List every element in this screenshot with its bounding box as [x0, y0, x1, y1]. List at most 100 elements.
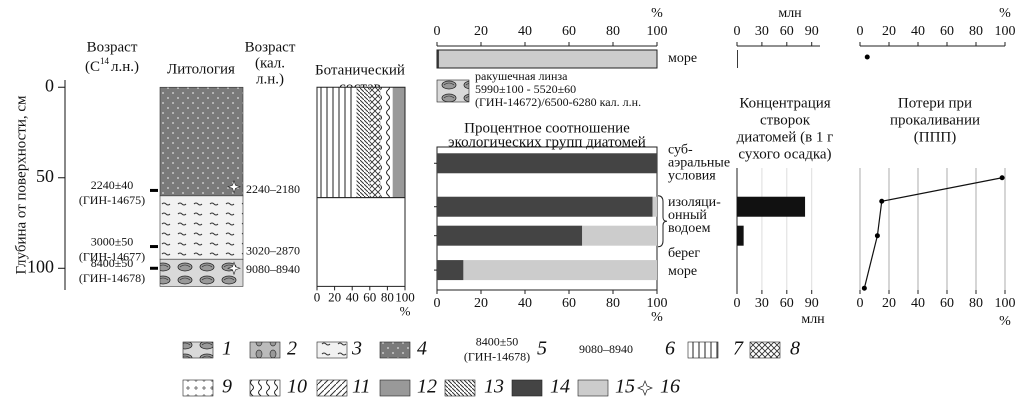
legend-sample: (ГИН-14678) [464, 349, 530, 363]
x-tick-label: 60 [780, 296, 794, 311]
conc-bar [737, 50, 738, 68]
x-tick-label: 30 [755, 24, 769, 39]
x-tick-label: 40 [911, 24, 925, 39]
x-tick-label: 20 [474, 24, 488, 39]
x-tick-label: 0 [857, 24, 864, 39]
x-tick-label: 80 [606, 296, 620, 311]
x-tick-label: 100 [647, 24, 668, 39]
side-label: условия [668, 168, 716, 183]
legend-swatch [183, 380, 213, 396]
x-tick-label: 60 [562, 296, 576, 311]
cal-age: 9080–8940 [246, 262, 300, 276]
c14-title: Возраст [87, 39, 138, 55]
legend-swatch [250, 342, 280, 358]
cal-age: 3020–2870 [246, 244, 300, 258]
unit-label: % [999, 314, 1011, 329]
x-tick-label: 60 [780, 24, 794, 39]
legend-number: 13 [484, 376, 504, 398]
inset-note: ракушечная линза [475, 69, 568, 83]
loi-title: прокаливании [890, 112, 980, 128]
x-tick-label: 20 [328, 289, 341, 304]
side-label: берег [668, 246, 700, 261]
inset-note: 5990±100 - 5520±60 [475, 82, 576, 96]
x-tick-label: 0 [857, 296, 864, 311]
botanical-segment [317, 87, 357, 197]
conc-title: диатомей (в 1 г [737, 129, 834, 145]
legend-number: 2 [287, 338, 297, 360]
x-tick-label: 40 [518, 24, 532, 39]
unit-label: % [400, 303, 411, 318]
unit-label: млн [801, 312, 825, 327]
y-tick-label: 100 [27, 256, 54, 276]
legend-number: 12 [417, 376, 437, 398]
diatom-bar [437, 260, 463, 280]
x-tick-label: 30 [755, 296, 769, 311]
loi-point [1000, 175, 1005, 180]
cal-title: Возраст [245, 39, 296, 55]
lithology-layer [160, 259, 243, 286]
x-tick-label: 60 [940, 296, 954, 311]
x-tick-label: 80 [381, 289, 394, 304]
cal-title: л.н.) [256, 71, 284, 87]
legend-number: 16 [660, 376, 680, 398]
legend-number: 6 [665, 338, 675, 360]
diatom-bar [439, 50, 657, 68]
depth-axis-label: Глубина от поверхности, см [13, 95, 29, 275]
x-tick-label: 20 [882, 24, 896, 39]
x-tick-label: 100 [995, 24, 1016, 39]
legend-swatch [380, 380, 410, 396]
botanical-segment [357, 87, 370, 197]
legend-swatch [380, 342, 410, 358]
legend-number: 11 [352, 376, 371, 398]
figure: Глубина от поверхности, см Возраст (С14л… [0, 0, 1021, 399]
legend-swatch [317, 342, 347, 358]
x-tick-label: 100 [395, 289, 415, 304]
c14-superscript: 14 [100, 56, 110, 66]
x-tick-label: 80 [969, 296, 983, 311]
legend-number: 4 [417, 338, 427, 360]
x-tick-label: 80 [969, 24, 983, 39]
x-tick-label: 80 [606, 24, 620, 39]
x-tick-label: 60 [363, 289, 376, 304]
unit-label: % [651, 6, 663, 21]
botanical-title: Ботанический [315, 62, 405, 78]
bracket [658, 196, 667, 247]
x-tick-label: 0 [434, 296, 441, 311]
botanical-segment [370, 87, 381, 197]
legend-number: 14 [550, 376, 570, 398]
diatom-bar [437, 226, 582, 246]
conc-bar [737, 197, 805, 217]
legend-symbol [638, 381, 652, 395]
legend-swatch [250, 380, 280, 396]
legend-number: 5 [537, 338, 547, 360]
x-tick-label: 20 [882, 296, 896, 311]
x-tick-label: 90 [805, 296, 819, 311]
x-tick-label: 60 [562, 24, 576, 39]
legend-number: 15 [615, 376, 635, 398]
loi-line [864, 178, 1002, 288]
loi-point [879, 199, 884, 204]
x-tick-label: 0 [734, 296, 741, 311]
unit-label: % [651, 310, 663, 325]
cal-age: 2240–2180 [246, 182, 300, 196]
inset-note: (ГИН-14672)/6500-6280 кал. л.н. [475, 95, 641, 109]
legend-swatch [750, 342, 780, 358]
legend-number: 7 [733, 338, 744, 360]
c14-lab: (ГИН-14675) [79, 193, 145, 207]
legend-number: 1 [222, 338, 232, 360]
x-tick-label: 0 [314, 289, 321, 304]
legend-number: 3 [351, 338, 362, 360]
x-tick-label: 20 [474, 296, 488, 311]
legend-swatch [578, 380, 608, 396]
lithology-layer [160, 196, 243, 259]
side-label: море [668, 264, 697, 279]
shell-swatch [437, 80, 469, 102]
side-label: водоем [668, 221, 711, 236]
x-tick-label: 0 [434, 24, 441, 39]
c14-title-part: (С [85, 59, 100, 75]
conc-bar [737, 226, 744, 246]
botanical-segment [380, 87, 392, 197]
diatom-bar [582, 226, 657, 246]
c14-title-part: л.н.) [111, 59, 139, 75]
